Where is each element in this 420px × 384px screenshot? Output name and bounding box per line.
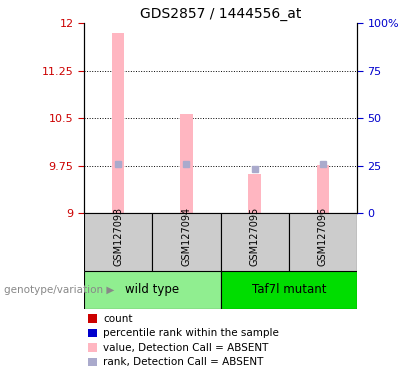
Bar — [112, 33, 124, 213]
Text: percentile rank within the sample: percentile rank within the sample — [103, 328, 279, 338]
Bar — [249, 174, 261, 213]
Bar — [220, 213, 289, 271]
Text: value, Detection Call = ABSENT: value, Detection Call = ABSENT — [103, 343, 268, 353]
Bar — [180, 114, 192, 213]
Bar — [152, 213, 221, 271]
Title: GDS2857 / 1444556_at: GDS2857 / 1444556_at — [140, 7, 301, 21]
Text: GSM127093: GSM127093 — [113, 207, 123, 266]
Text: GSM127095: GSM127095 — [249, 207, 260, 266]
Bar — [220, 271, 357, 309]
Text: GSM127094: GSM127094 — [181, 207, 192, 266]
Bar — [289, 213, 357, 271]
Bar — [317, 165, 329, 213]
Bar — [84, 271, 220, 309]
Text: genotype/variation ▶: genotype/variation ▶ — [4, 285, 115, 295]
Text: Taf7l mutant: Taf7l mutant — [252, 283, 326, 296]
Text: GSM127096: GSM127096 — [318, 207, 328, 266]
Bar — [84, 213, 152, 271]
Text: count: count — [103, 314, 132, 324]
Text: wild type: wild type — [125, 283, 179, 296]
Text: rank, Detection Call = ABSENT: rank, Detection Call = ABSENT — [103, 358, 263, 367]
